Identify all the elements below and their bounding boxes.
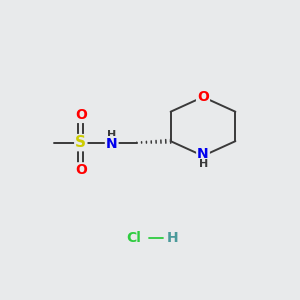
Text: N: N [106,137,118,151]
Text: N: N [197,146,209,161]
Text: O: O [197,90,209,104]
Text: S: S [75,135,86,150]
Text: H: H [107,130,116,140]
Text: H: H [199,159,208,169]
Text: Cl: Cl [126,231,141,245]
Text: O: O [75,108,87,122]
Text: O: O [75,163,87,177]
Text: H: H [166,231,178,245]
